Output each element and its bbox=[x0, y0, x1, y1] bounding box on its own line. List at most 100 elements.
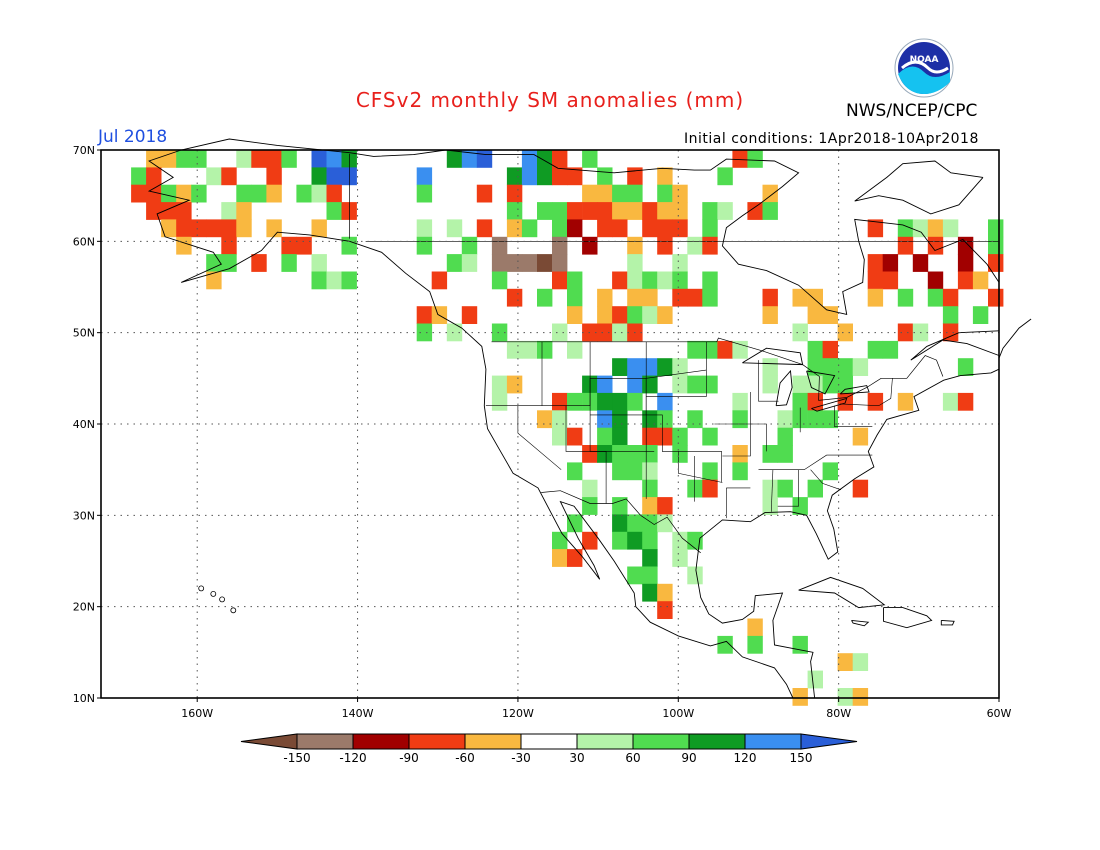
anomaly-cell bbox=[597, 288, 613, 307]
anomaly-cell bbox=[612, 427, 628, 446]
anomaly-cell bbox=[176, 236, 192, 255]
anomaly-cell bbox=[597, 184, 613, 203]
anomaly-cell bbox=[717, 635, 733, 654]
anomaly-cells bbox=[131, 150, 1004, 706]
lon-tick-label: 60W bbox=[987, 707, 1012, 720]
anomaly-cell bbox=[988, 219, 1004, 238]
anomaly-cell bbox=[687, 236, 703, 255]
anomaly-cell bbox=[852, 358, 869, 376]
anomaly-cell bbox=[521, 340, 538, 359]
anomaly-cell bbox=[597, 392, 613, 411]
colorbar-segment bbox=[296, 733, 354, 750]
anomaly-cell bbox=[552, 254, 568, 272]
anomaly-cell bbox=[657, 219, 673, 238]
state-border bbox=[722, 392, 751, 457]
anomaly-cell bbox=[882, 340, 899, 359]
anomaly-cell bbox=[627, 514, 643, 533]
anomaly-cell bbox=[146, 184, 162, 203]
anomaly-cell bbox=[326, 150, 342, 168]
colorbar-segment bbox=[632, 733, 690, 750]
anomaly-cell bbox=[642, 427, 658, 446]
anomaly-cell bbox=[416, 323, 433, 342]
anomaly-cell bbox=[597, 323, 613, 342]
anomaly-cell bbox=[642, 531, 658, 550]
anomaly-cell bbox=[612, 184, 628, 203]
anomaly-cell bbox=[807, 410, 823, 429]
anomaly-cell bbox=[161, 219, 177, 238]
anomaly-cell bbox=[521, 254, 538, 272]
anomaly-cell bbox=[627, 445, 643, 463]
anomaly-cell bbox=[552, 167, 568, 186]
anomaly-cell bbox=[702, 236, 718, 255]
anomaly-cell bbox=[777, 410, 793, 429]
anomaly-cell bbox=[642, 462, 658, 481]
anomaly-cell bbox=[672, 531, 688, 550]
anomaly-cell bbox=[461, 150, 478, 168]
anomaly-cell bbox=[326, 167, 342, 186]
anomaly-cell bbox=[146, 202, 162, 220]
anomaly-cell bbox=[491, 271, 508, 290]
anomaly-cell bbox=[582, 202, 598, 220]
lat-tick-label: 40N bbox=[73, 418, 95, 431]
anomaly-cell bbox=[491, 375, 508, 394]
great-lake-outline bbox=[811, 397, 848, 412]
anomaly-cell bbox=[807, 340, 823, 359]
logo-text: NOAA bbox=[910, 55, 939, 65]
great-lake-outline bbox=[775, 369, 793, 407]
colorbar-segment bbox=[408, 733, 466, 750]
anomaly-cell bbox=[476, 184, 493, 203]
colorbar-segment bbox=[464, 733, 522, 750]
anomaly-cell bbox=[281, 254, 297, 272]
state-border bbox=[771, 469, 774, 512]
anomaly-cell bbox=[867, 219, 884, 238]
anomaly-cell bbox=[521, 219, 538, 238]
anomaly-cell bbox=[627, 531, 643, 550]
noaa-logo-icon: NOAA bbox=[894, 38, 954, 98]
anomaly-cell bbox=[657, 306, 673, 324]
anomaly-cell bbox=[311, 150, 327, 168]
colorbar-arrow-low bbox=[240, 733, 298, 750]
anomaly-cell bbox=[296, 236, 312, 255]
state-border bbox=[646, 369, 707, 379]
anomaly-cell bbox=[792, 688, 808, 706]
anomaly-cell bbox=[988, 236, 1004, 255]
anomaly-cell bbox=[657, 202, 673, 220]
anomaly-cell bbox=[867, 392, 884, 411]
anomaly-cell bbox=[311, 254, 327, 272]
anomaly-cell bbox=[792, 288, 808, 307]
anomaly-cell bbox=[582, 445, 598, 463]
anomaly-cell bbox=[582, 531, 598, 550]
anomaly-cell bbox=[942, 219, 959, 238]
anomaly-cell bbox=[627, 462, 643, 481]
anomaly-cell bbox=[762, 306, 778, 324]
anomaly-cell bbox=[627, 306, 643, 324]
great-lake-outline bbox=[806, 370, 836, 395]
anomaly-cell bbox=[461, 254, 478, 272]
anomaly-cell bbox=[461, 236, 478, 255]
colorbar-tick-label: -90 bbox=[399, 751, 419, 765]
anomaly-cell bbox=[582, 479, 598, 498]
colorbar-tick-label: -60 bbox=[455, 751, 475, 765]
colorbar-tick-label: -150 bbox=[283, 751, 310, 765]
anomaly-cell bbox=[176, 150, 192, 168]
island-outline bbox=[851, 619, 870, 627]
colorbar-tick-label: 30 bbox=[569, 751, 584, 765]
anomaly-cell bbox=[927, 271, 944, 290]
colorbar-tick-label: 60 bbox=[625, 751, 640, 765]
anomaly-cell bbox=[732, 410, 748, 429]
anomaly-cell bbox=[552, 323, 568, 342]
anomaly-cell bbox=[672, 375, 688, 394]
colorbar-segment bbox=[688, 733, 746, 750]
anomaly-cell bbox=[657, 271, 673, 290]
anomaly-cell bbox=[582, 150, 598, 168]
anomaly-cell bbox=[792, 323, 808, 342]
anomaly-cell bbox=[627, 288, 643, 307]
great-lake-outline bbox=[839, 385, 870, 395]
anomaly-cell bbox=[537, 254, 553, 272]
anomaly-cell bbox=[341, 271, 357, 290]
anomaly-cell bbox=[567, 202, 583, 220]
lat-tick-label: 30N bbox=[73, 509, 95, 522]
anomaly-cell bbox=[597, 410, 613, 429]
anomaly-cell bbox=[537, 150, 553, 168]
anomaly-cell bbox=[657, 236, 673, 255]
